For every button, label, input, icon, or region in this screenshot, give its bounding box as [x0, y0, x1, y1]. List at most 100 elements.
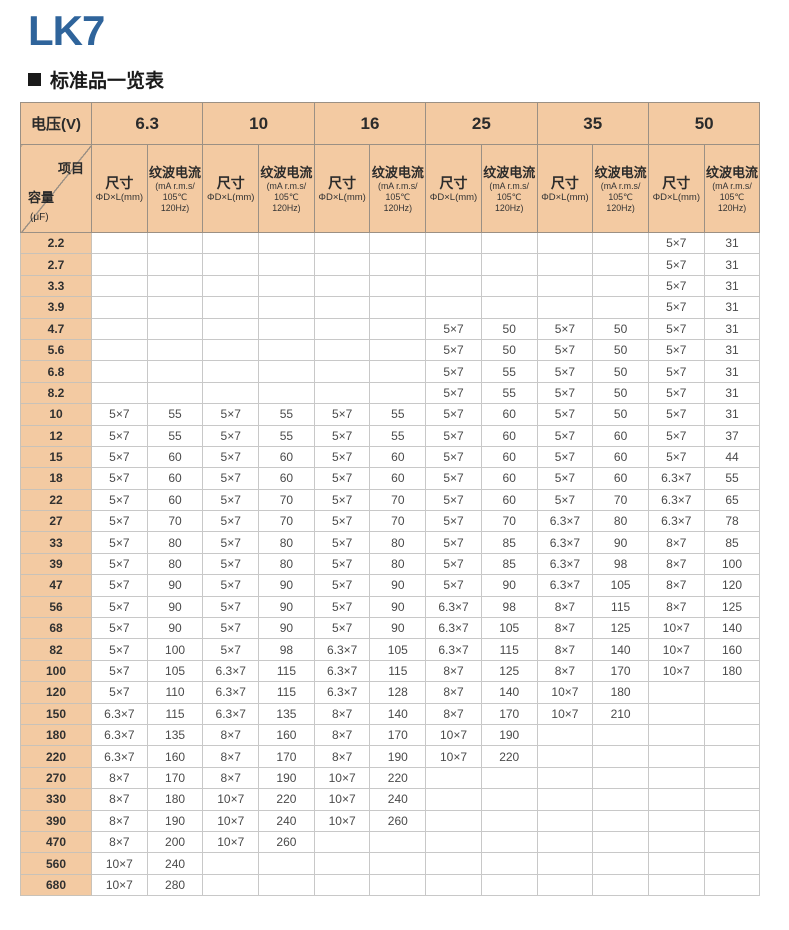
ripple-value-cell [369, 317, 427, 340]
ripple-value-cell [146, 360, 204, 383]
size-value-cell: 8×7 [91, 766, 148, 790]
ripple-value-cell [480, 788, 538, 811]
size-value-cell: 5×7 [91, 659, 148, 683]
table-row: 330 8×7 180 10×7 220 10×7 240 [20, 788, 761, 811]
ripple-value-cell: 280 [146, 873, 204, 897]
size-value-cell: 8×7 [91, 809, 148, 832]
ripple-value-cell [369, 253, 427, 276]
ripple-value-cell: 170 [592, 659, 649, 683]
size-value-cell: 5×7 [647, 274, 705, 298]
table-row: 8.2 5×7 55 5×7 50 5×7 31 [20, 381, 761, 405]
ripple-value-cell: 80 [258, 552, 315, 576]
table-row: 18 5×7 60 5×7 60 5×7 60 5×7 60 5×7 60 6.3×7 55 [20, 467, 761, 490]
size-value-cell: 5×7 [91, 595, 148, 619]
ripple-value-cell [146, 231, 204, 255]
ripple-value-cell: 105 [592, 574, 649, 597]
table-row: 27 5×7 70 5×7 70 5×7 70 5×7 70 6.3×7 80 6.3×7 78 [20, 510, 761, 533]
ripple-value-cell: 170 [369, 723, 427, 747]
size-column-header: 尺寸 ΦD×L(mm) [647, 144, 705, 233]
ripple-value-cell [592, 766, 649, 790]
size-value-cell [647, 702, 705, 725]
capacity-cell: 68 [20, 617, 92, 640]
size-value-cell [536, 766, 594, 790]
capacity-cell: 18 [20, 467, 92, 490]
ripple-value-cell: 55 [480, 381, 538, 405]
ripple-value-cell: 140 [480, 681, 538, 704]
ripple-value-cell [146, 317, 204, 340]
ripple-value-cell: 60 [592, 424, 649, 447]
size-value-cell: 5×7 [202, 488, 260, 512]
ripple-value-cell: 110 [146, 681, 204, 704]
ripple-value-cell [258, 852, 315, 875]
size-value-cell [647, 809, 705, 832]
size-value-cell [536, 253, 594, 276]
size-value-cell: 6.3×7 [536, 531, 594, 554]
ripple-value-cell: 125 [592, 617, 649, 640]
ripple-value-cell: 125 [703, 595, 761, 619]
size-value-cell: 5×7 [313, 488, 371, 512]
ripple-value-cell: 210 [592, 702, 649, 725]
ripple-value-cell [369, 830, 427, 854]
capacity-cell: 120 [20, 681, 92, 704]
table-row: 10 5×7 55 5×7 55 5×7 55 5×7 60 5×7 50 5×7 31 [20, 403, 761, 426]
ripple-value-cell: 115 [258, 681, 315, 704]
ripple-value-cell: 70 [369, 488, 427, 512]
size-value-cell: 5×7 [536, 424, 594, 447]
size-value-cell [202, 873, 260, 897]
ripple-value-cell [480, 766, 538, 790]
size-value-cell: 5×7 [536, 381, 594, 405]
size-value-cell [647, 681, 705, 704]
ripple-value-cell: 135 [146, 723, 204, 747]
table-row: 22 5×7 60 5×7 70 5×7 70 5×7 60 5×7 70 6.3×7 65 [20, 488, 761, 512]
size-value-cell: 5×7 [202, 467, 260, 490]
ripple-value-cell [258, 231, 315, 255]
capacity-cell: 3.9 [20, 296, 92, 319]
ripple-value-cell: 55 [258, 424, 315, 447]
ripple-value-cell [480, 253, 538, 276]
ripple-current-column-header: 纹波电流 (mA r.m.s/105℃ 120Hz) [480, 144, 538, 233]
ripple-value-cell: 70 [146, 510, 204, 533]
size-value-cell [647, 830, 705, 854]
ripple-value-cell: 115 [146, 702, 204, 725]
ripple-value-cell [369, 360, 427, 383]
size-value-cell: 5×7 [91, 467, 148, 490]
table-row: 39 5×7 80 5×7 80 5×7 80 5×7 85 6.3×7 98 8×7 100 [20, 552, 761, 576]
ripple-value-cell: 140 [703, 617, 761, 640]
capacity-cell: 27 [20, 510, 92, 533]
size-value-cell: 5×7 [536, 488, 594, 512]
ripple-current-column-header: 纹波电流 (mA r.m.s/105℃ 120Hz) [369, 144, 427, 233]
voltage-column-header: 16 [313, 102, 427, 145]
size-value-cell [91, 296, 148, 319]
capacity-cell: 390 [20, 809, 92, 832]
size-value-cell: 6.3×7 [313, 681, 371, 704]
ripple-value-cell: 80 [592, 510, 649, 533]
size-value-cell [647, 723, 705, 747]
size-value-cell [313, 231, 371, 255]
ripple-value-cell: 170 [146, 766, 204, 790]
size-value-cell: 10×7 [91, 852, 148, 875]
size-value-cell: 5×7 [647, 253, 705, 276]
ripple-value-cell: 85 [703, 531, 761, 554]
size-value-cell [536, 745, 594, 768]
size-value-cell: 8×7 [91, 830, 148, 854]
size-value-cell [313, 296, 371, 319]
ripple-value-cell [369, 381, 427, 405]
size-value-cell: 5×7 [91, 510, 148, 533]
size-value-cell: 5×7 [91, 424, 148, 447]
ripple-value-cell: 31 [703, 403, 761, 426]
ripple-value-cell: 105 [146, 659, 204, 683]
size-value-cell [536, 788, 594, 811]
size-value-cell: 5×7 [425, 552, 482, 576]
ripple-value-cell: 60 [480, 445, 538, 469]
ripple-value-cell [703, 745, 761, 768]
ripple-value-cell: 55 [703, 467, 761, 490]
size-value-cell [313, 274, 371, 298]
size-value-cell: 6.3×7 [647, 488, 705, 512]
size-value-cell: 5×7 [202, 531, 260, 554]
table-row: 47 5×7 90 5×7 90 5×7 90 5×7 90 6.3×7 105 8×7 120 [20, 574, 761, 597]
size-column-header: 尺寸 ΦD×L(mm) [313, 144, 371, 233]
size-value-cell: 10×7 [536, 702, 594, 725]
section-header: 标准品一览表 [28, 66, 789, 93]
capacity-label: 容量 [28, 190, 55, 205]
ripple-value-cell: 70 [258, 488, 315, 512]
